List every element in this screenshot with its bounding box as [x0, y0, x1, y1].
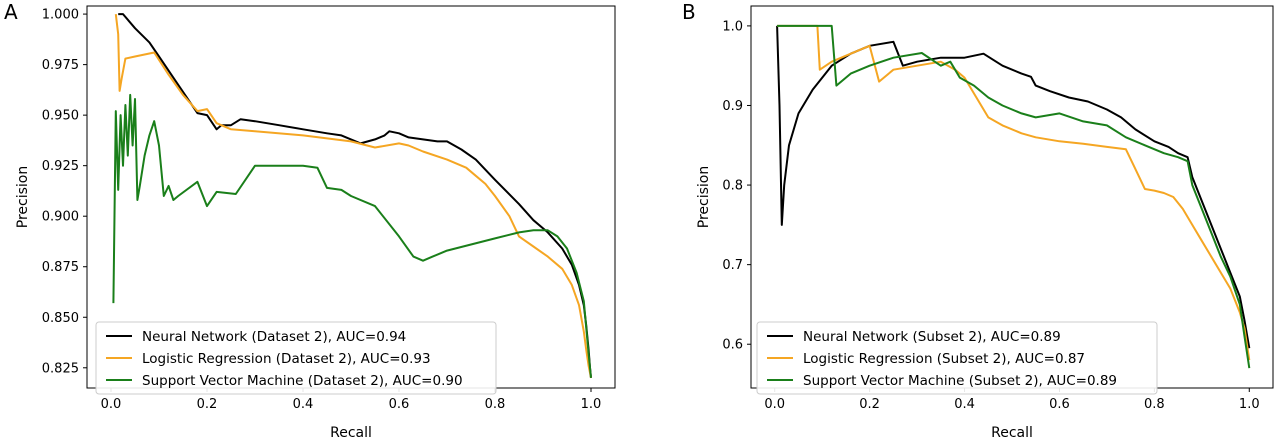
y-tick-label: 0.9 — [722, 99, 743, 114]
y-tick-label: 0.7 — [722, 258, 743, 273]
legend-label: Support Vector Machine (Dataset 2), AUC=… — [142, 373, 463, 389]
x-tick-label: 0.6 — [389, 397, 410, 412]
series-line — [776, 25, 1251, 349]
y-tick-label: 0.875 — [42, 260, 79, 275]
legend-label: Support Vector Machine (Subset 2), AUC=0… — [803, 373, 1117, 389]
panel-b: 0.0 0.2 0.4 0.6 0.8 1.0 0.6 0.7 0.8 0.9 1.0 Recall P… — [696, 5, 1274, 441]
series-line — [118, 13, 592, 378]
y-tick-label: 0.950 — [42, 109, 79, 124]
x-tick-label: 0.0 — [101, 397, 122, 412]
x-axis-label: Recall — [330, 425, 372, 441]
x-tick-label: 0.4 — [293, 397, 314, 412]
y-tick-label: 0.975 — [42, 58, 79, 73]
panel-a-letter: A — [4, 0, 18, 24]
y-tick-label: 0.850 — [42, 311, 79, 326]
legend-box — [95, 321, 497, 395]
x-axis-label: Recall — [991, 425, 1033, 441]
panel-b-letter: B — [682, 0, 696, 24]
series-line — [114, 13, 592, 379]
legend: Neural Network (Dataset 2), AUC=0.94 Logi… — [95, 321, 497, 395]
x-tick-label: 1.0 — [1239, 397, 1260, 412]
series-line — [777, 24, 1251, 369]
series-line — [777, 24, 1251, 361]
y-axis-label: Precision — [15, 166, 31, 228]
legend-label: Logistic Regression (Subset 2), AUC=0.87 — [803, 351, 1085, 367]
legend-label: Neural Network (Subset 2), AUC=0.89 — [803, 329, 1061, 345]
y-tick-label: 0.8 — [722, 179, 743, 194]
legend: Neural Network (Subset 2), AUC=0.89 Logis… — [756, 321, 1158, 395]
x-tick-label: 0.6 — [1049, 397, 1070, 412]
y-tick-label: 0.925 — [42, 159, 79, 174]
y-tick-label: 0.825 — [42, 361, 79, 376]
x-tick-label: 0.2 — [197, 397, 218, 412]
series-line — [112, 93, 592, 378]
x-tick-label: 0.8 — [1144, 397, 1165, 412]
legend-label: Neural Network (Dataset 2), AUC=0.94 — [142, 329, 406, 345]
x-tick-label: 0.4 — [954, 397, 975, 412]
y-tick-label: 1.000 — [42, 8, 79, 23]
x-tick-label: 0.0 — [764, 397, 785, 412]
x-tick-label: 0.8 — [485, 397, 506, 412]
legend-box — [756, 321, 1158, 395]
y-tick-label: 0.6 — [722, 338, 743, 353]
y-axis-label: Precision — [696, 166, 712, 228]
x-tick-label: 0.2 — [859, 397, 880, 412]
y-tick-label: 1.0 — [722, 19, 743, 34]
legend-label: Logistic Regression (Dataset 2), AUC=0.9… — [142, 351, 431, 367]
panel-a: 0.0 0.2 0.4 0.6 0.8 1.0 0.825 0.850 0.875 0.900 0.… — [15, 5, 616, 441]
y-tick-label: 0.900 — [42, 210, 79, 225]
x-tick-label: 1.0 — [581, 397, 602, 412]
